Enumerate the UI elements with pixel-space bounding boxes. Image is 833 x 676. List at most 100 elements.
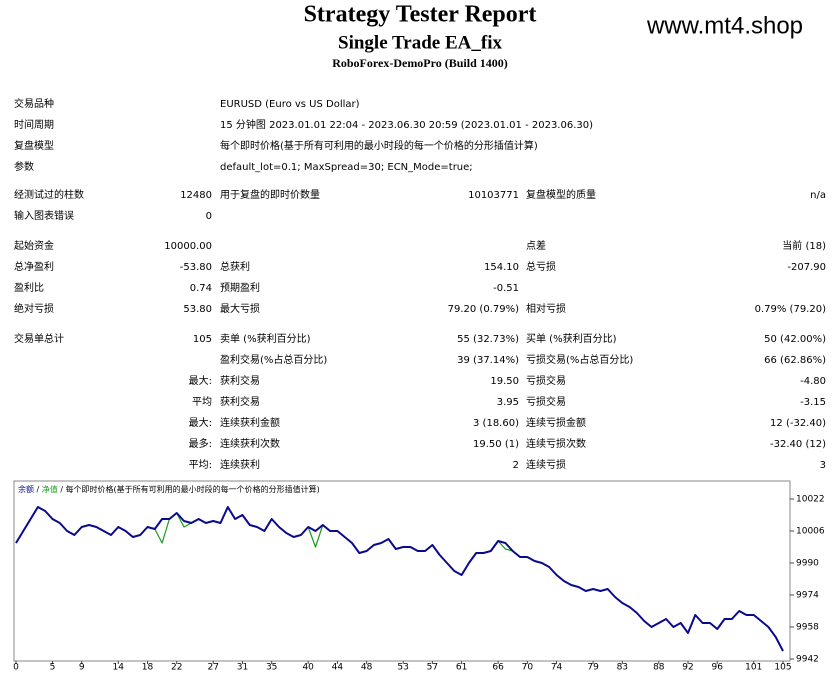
y-tick-label: 10022 [796, 495, 825, 505]
report-cell: 连续获利 [220, 458, 260, 471]
report-cell: 154.10 [484, 262, 519, 273]
report-cell: 19.50 (1) [473, 439, 519, 450]
x-tick-label: 40 [302, 663, 314, 673]
legend-text: 每个即时价格(基于所有可利用的最小时段的每一个价格的分形插值计算) [66, 484, 320, 494]
server-name: RoboForex-DemoPro (Build 1400) [332, 56, 508, 70]
x-tick-label: 27 [208, 663, 219, 673]
report-cell: 复盘模型的质量 [526, 188, 596, 201]
report-cell: 连续获利次数 [220, 437, 280, 450]
x-tick-label: 18 [142, 663, 154, 673]
report-cell: 最大: [189, 374, 212, 387]
report-cell: 参数 [14, 160, 34, 173]
report-cell: 最大亏损 [220, 302, 260, 315]
x-tick-label: 83 [617, 663, 628, 673]
report-cell: 105 [193, 334, 212, 345]
x-tick-label: 74 [551, 663, 563, 673]
report-cell: 10103771 [468, 190, 519, 201]
report-cell: 2 [513, 460, 519, 471]
report-title: Strategy Tester Report [304, 2, 537, 28]
report-cell: 盈利比 [14, 282, 44, 294]
report-cell: 点差 [526, 239, 546, 252]
report-cell: 卖单 (%获利百分比) [220, 333, 311, 345]
x-tick-label: 31 [237, 663, 248, 673]
report-cell: 总获利 [220, 260, 250, 273]
report-subtitle: Single Trade EA_fix [338, 32, 502, 53]
report-cell: 3 [820, 460, 826, 471]
report-cell: 平均 [192, 396, 212, 408]
report-cell: 0.79% (79.20) [755, 304, 826, 315]
report-cell: 39 (37.14%) [457, 355, 519, 366]
x-tick-label: 0 [13, 663, 19, 673]
report-cell: 0 [206, 211, 212, 222]
report-cell: 连续亏损金额 [526, 416, 586, 429]
report-cell: 50 (42.00%) [764, 334, 826, 345]
series-line [15, 506, 784, 652]
report-cell: 总净盈利 [14, 260, 54, 273]
report-cell: 平均: [189, 459, 212, 471]
report-cell: 连续亏损 [526, 458, 566, 471]
report-cell: -0.51 [493, 283, 519, 294]
legend-separator: / [58, 485, 66, 494]
legend-separator: / [34, 485, 42, 494]
report-cell: -207.90 [787, 262, 826, 273]
report-cell: 3.95 [497, 397, 519, 408]
report-cell: 19.50 [490, 376, 519, 387]
report-cell: 起始资金 [14, 239, 54, 252]
report-cell: 53.80 [183, 304, 212, 315]
report-cell: 复盘模型 [14, 139, 54, 152]
y-tick-label: 9990 [796, 559, 819, 569]
report-cell: 获利交易 [220, 374, 260, 387]
report-cell: 15 分钟图 2023.01.01 22:04 - 2023.06.30 20:… [220, 118, 593, 131]
report-cell: 买单 (%获利百分比) [526, 333, 617, 345]
y-tick-label: 10006 [796, 527, 825, 537]
report-cell: 最大: [189, 416, 212, 429]
report-cell: 盈利交易(%占总百分比) [220, 353, 327, 366]
x-tick-label: 79 [587, 663, 599, 673]
y-tick-label: 9974 [796, 591, 819, 601]
report-cell: 经测试过的柱数 [14, 188, 84, 201]
x-tick-label: 66 [492, 663, 504, 673]
x-tick-label: 5 [50, 663, 56, 673]
y-tick-label: 9942 [796, 655, 819, 665]
legend: 余额 / 净值 / 每个即时价格(基于所有可利用的最小时段的每一个价格的分形插值… [18, 484, 320, 494]
report-cell: 最多: [189, 437, 212, 450]
report-cell: 获利交易 [220, 395, 260, 408]
report-cell: -32.40 (12) [770, 439, 826, 450]
x-tick-label: 53 [397, 663, 408, 673]
report-cell: 亏损交易 [526, 374, 566, 387]
report-cell: 12480 [180, 190, 212, 201]
x-tick-label: 96 [712, 663, 724, 673]
x-tick-label: 9 [79, 663, 85, 673]
x-tick-label: 22 [171, 663, 182, 673]
report-cell: 66 (62.86%) [764, 355, 826, 366]
x-tick-label: 61 [456, 663, 467, 673]
report-cell: EURUSD (Euro vs US Dollar) [220, 99, 360, 110]
report-cell: default_lot=0.1; MaxSpread=30; ECN_Mode=… [220, 162, 473, 173]
x-tick-label: 70 [522, 663, 534, 673]
report-cell: 每个即时价格(基于所有可利用的最小时段的每一个价格的分形插值计算) [220, 139, 538, 152]
report-cell: 3 (18.60) [473, 418, 519, 429]
report-cell: 12 (-32.40) [770, 418, 826, 429]
legend-entry: 余额 [18, 484, 34, 494]
report-cell: n/a [810, 190, 826, 201]
report-cell: 交易单总计 [14, 332, 64, 345]
x-tick-label: 48 [361, 663, 373, 673]
x-tick-label: 57 [427, 663, 438, 673]
report-cell: 连续获利金额 [220, 416, 280, 429]
chart-frame [13, 480, 791, 662]
x-tick-label: 88 [653, 663, 665, 673]
x-tick-label: 105 [774, 663, 791, 673]
report-cell: -4.80 [800, 376, 826, 387]
report-cell: 55 (32.73%) [457, 334, 519, 345]
x-tick-label: 101 [745, 663, 762, 673]
x-tick-label: 35 [266, 663, 277, 673]
report-cell: 绝对亏损 [14, 302, 54, 315]
watermark: www.mt4.shop [646, 12, 803, 39]
report-cell: 用于复盘的即时价数量 [220, 188, 320, 201]
report-cell: 总亏损 [526, 260, 556, 273]
report-cell: -53.80 [180, 262, 212, 273]
report-cell: 交易品种 [14, 97, 54, 110]
x-tick-label: 14 [113, 663, 125, 673]
x-tick-label: 92 [682, 663, 693, 673]
